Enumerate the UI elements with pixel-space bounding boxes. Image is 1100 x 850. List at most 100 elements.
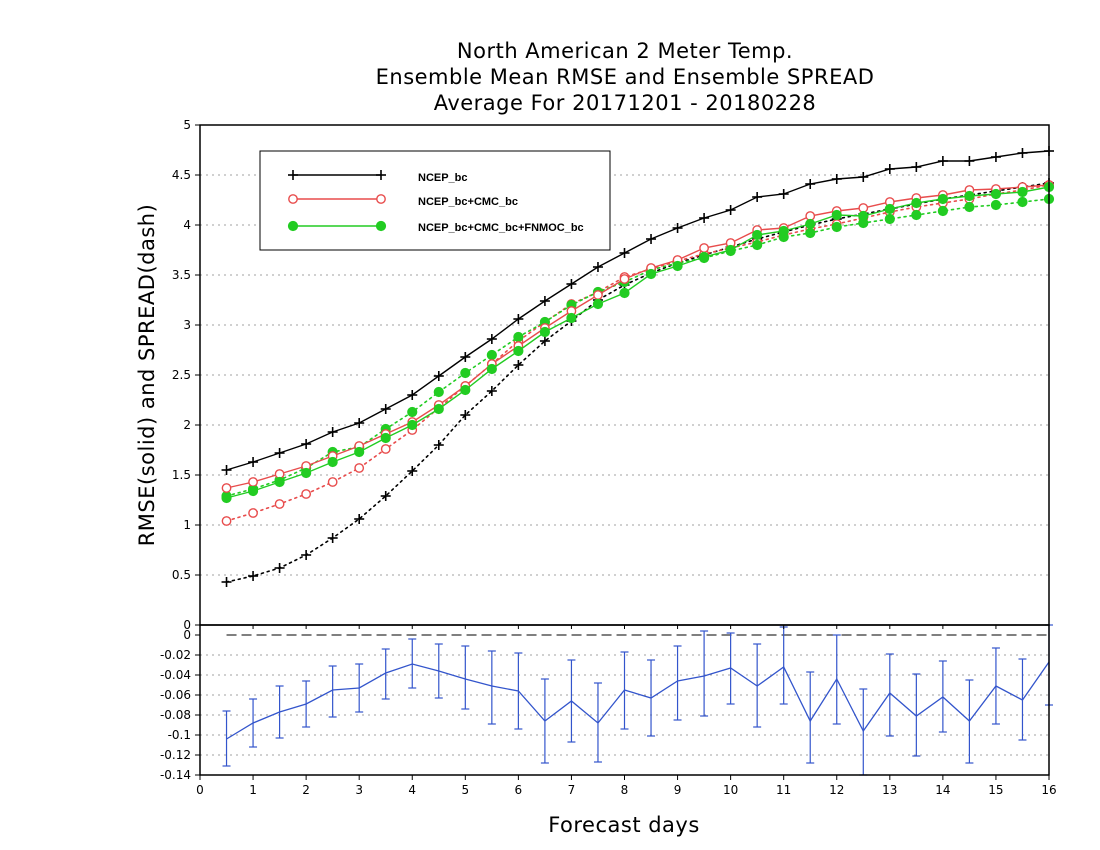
spread-point-ncep-cmc-fnmoc [752, 239, 763, 251]
top-panel-y-ticks: 0 0.5 1 1.5 2 2.5 3 3.5 4 4.5 5 [172, 118, 200, 632]
spread-point-ncep-cmc-fnmoc [407, 406, 418, 418]
legend-label-ncep-cmc: NCEP_bc+CMC_bc [418, 196, 518, 208]
top-y-tick-label: 3.5 [172, 268, 191, 282]
spread-point-ncep [274, 563, 285, 573]
legend-marker-start-ncep [288, 170, 298, 180]
rmse-point-ncep-cmc-fnmoc [433, 403, 444, 415]
rmse-point-ncep-cmc-fnmoc [247, 485, 259, 497]
rmse-point-ncep-cmc [248, 477, 258, 487]
rmse-point-ncep [354, 418, 365, 428]
legend-marker-end-ncep-cmc-fnmoc [375, 220, 387, 232]
spread-point-ncep [301, 550, 312, 560]
spread-point-ncep-cmc-fnmoc [1017, 196, 1028, 208]
rmse-point-ncep [805, 179, 816, 189]
legend-label-ncep-cmc-fnmoc: NCEP_bc+CMC_bc+FNMOC_bc [418, 222, 584, 234]
x-tick-label: 6 [515, 783, 523, 797]
rmse-point-ncep [460, 352, 471, 362]
y-axis-label: RMSE(solid) and SPREAD(dash) [135, 204, 159, 547]
rmse-point-ncep [327, 427, 338, 437]
x-tick-label: 13 [882, 783, 897, 797]
spread-line-ncep [225, 182, 1050, 583]
rmse-point-ncep-cmc [699, 243, 709, 253]
x-tick-label: 8 [621, 783, 629, 797]
rmse-point-ncep [646, 234, 657, 244]
top-y-tick-label: 0 [183, 618, 191, 632]
top-y-tick-label: 4 [183, 218, 191, 232]
rmse-point-ncep-cmc-fnmoc [354, 446, 365, 458]
spread-point-ncep-cmc-fnmoc [937, 205, 948, 217]
top-y-tick-label: 2 [183, 418, 191, 432]
rmse-point-ncep [884, 164, 895, 174]
bottom-panel-series [222, 624, 1053, 776]
bottom-y-tick-label: -0.04 [160, 668, 191, 682]
rmse-point-ncep-cmc [221, 483, 232, 493]
rmse-point-ncep [513, 314, 524, 324]
chart-title-line-1: North American 2 Meter Temp. [456, 39, 794, 63]
rmse-point-ncep [592, 262, 603, 272]
rmse-point-ncep-cmc-fnmoc [778, 225, 789, 237]
rmse-point-ncep-cmc [619, 274, 630, 284]
x-tick-label: 4 [408, 783, 416, 797]
rmse-point-ncep [248, 457, 259, 467]
top-y-tick-label: 3 [183, 318, 191, 332]
rmse-point-ncep [1017, 148, 1028, 158]
spread-point-ncep-cmc [354, 463, 365, 473]
bottom-y-tick-label: -0.08 [160, 708, 191, 722]
spread-point-ncep-cmc-fnmoc [433, 386, 444, 398]
rmse-point-ncep-cmc-fnmoc [805, 218, 816, 230]
spread-point-ncep [539, 336, 550, 346]
rmse-point-ncep-cmc-fnmoc [725, 244, 736, 256]
x-tick-label: 11 [776, 783, 791, 797]
rmse-point-ncep [725, 205, 736, 215]
spread-point-ncep-cmc [274, 499, 285, 509]
rmse-point-ncep-cmc-fnmoc [460, 384, 471, 396]
rmse-point-ncep-cmc-fnmoc [486, 363, 497, 375]
rmse-point-ncep-cmc-fnmoc [539, 326, 551, 338]
x-tick-label: 7 [568, 783, 576, 797]
bottom-y-tick-label: -0.06 [160, 688, 191, 702]
legend: NCEP_bc NCEP_bc+CMC_bc NCEP_bc+CMC_bc+FN… [259, 150, 611, 251]
rmse-point-ncep [911, 162, 922, 172]
rmse-point-ncep-cmc-fnmoc [221, 492, 232, 504]
rmse-point-ncep-cmc-fnmoc [301, 467, 312, 479]
spread-point-ncep [433, 440, 444, 450]
bottom-y-tick-label: -0.12 [160, 748, 191, 762]
spread-point-ncep-cmc-fnmoc [460, 367, 471, 379]
legend-marker-end-ncep-cmc [376, 194, 386, 204]
spread-point-ncep [327, 533, 338, 543]
rmse-point-ncep-cmc-fnmoc [645, 268, 657, 280]
rmse-point-ncep [778, 189, 789, 199]
rmse-point-ncep-cmc-fnmoc [698, 251, 710, 263]
bottom-y-tick-label: -0.02 [160, 648, 191, 662]
spread-point-ncep [486, 386, 497, 396]
spread-point-ncep-cmc-fnmoc [486, 349, 497, 361]
spread-point-ncep-cmc-fnmoc [964, 201, 975, 213]
rmse-point-ncep [990, 152, 1001, 162]
spread-point-ncep-cmc [380, 444, 391, 454]
rmse-point-ncep-cmc-fnmoc [592, 298, 604, 310]
rmse-point-ncep [619, 248, 630, 258]
x-tick-label: 2 [302, 783, 310, 797]
spread-point-ncep-cmc-fnmoc [513, 331, 524, 343]
top-y-tick-label: 4.5 [172, 168, 191, 182]
rmse-point-ncep [539, 296, 550, 306]
x-tick-label: 14 [935, 783, 950, 797]
rmse-point-ncep [566, 279, 577, 289]
rmse-point-ncep [699, 213, 710, 223]
rmse-point-ncep-cmc-fnmoc [327, 456, 338, 468]
spread-point-ncep-cmc-fnmoc [831, 221, 842, 233]
bottom-panel-y-ticks: 0 -0.02 -0.04 -0.06 -0.08 -0.1 -0.12 -0.14 [160, 628, 200, 782]
x-tick-label: 5 [461, 783, 469, 797]
spread-point-ncep-cmc-fnmoc [884, 213, 895, 225]
rmse-point-ncep [380, 404, 391, 414]
rmse-point-ncep [433, 371, 444, 381]
rmse-point-ncep [274, 448, 285, 458]
legend-marker-start-ncep-cmc [288, 194, 298, 204]
top-panel-series [221, 146, 1055, 587]
rmse-point-ncep [486, 334, 497, 344]
top-y-tick-label: 2.5 [172, 368, 191, 382]
rmse-point-ncep [301, 439, 312, 449]
legend-samples [287, 170, 387, 232]
rmse-point-ncep-cmc-fnmoc [274, 476, 285, 488]
rmse-point-ncep-cmc-fnmoc [380, 432, 391, 444]
